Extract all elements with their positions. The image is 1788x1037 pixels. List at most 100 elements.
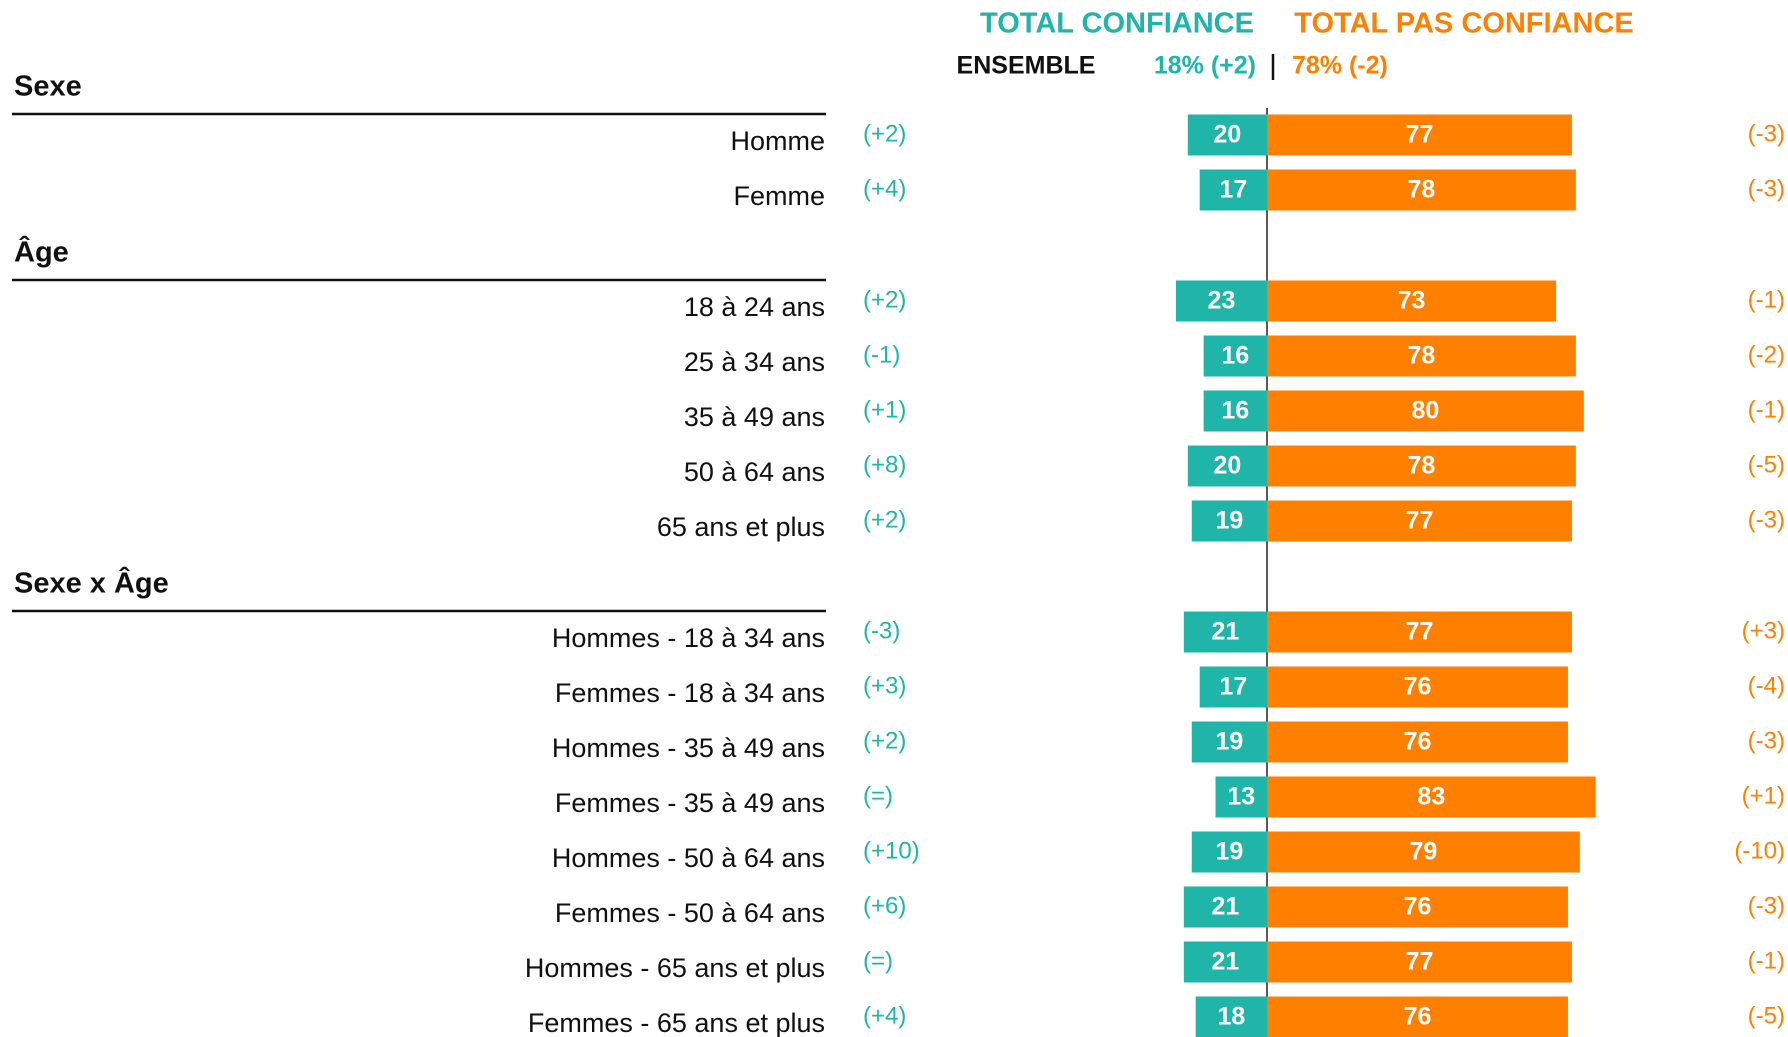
change-pas-confiance: (+3)	[1742, 617, 1785, 644]
change-pas-confiance: (-10)	[1734, 837, 1785, 864]
change-confiance: (+4)	[863, 1002, 906, 1029]
legend-confiance: TOTAL CONFIANCE	[980, 8, 1254, 40]
change-pas-confiance: (-3)	[1748, 727, 1785, 754]
change-confiance: (+10)	[863, 837, 920, 864]
value-label: 23	[1208, 287, 1236, 315]
value-label: 78	[1408, 176, 1436, 204]
change-confiance: (+3)	[863, 672, 906, 699]
bar-pas-confiance	[1267, 390, 1584, 432]
change-pas-confiance: (-4)	[1748, 672, 1785, 699]
bar-confiance	[1195, 996, 1267, 1037]
change-confiance: (+8)	[863, 451, 906, 478]
bar-confiance	[1191, 500, 1267, 542]
bar-pas-confiance	[1267, 169, 1576, 211]
bar-confiance	[1199, 666, 1267, 708]
change-confiance: (=)	[863, 947, 893, 974]
value-label: 21	[1212, 618, 1240, 646]
bar-confiance	[1203, 390, 1267, 432]
category-label: Hommes - 35 à 49 ans	[552, 733, 825, 763]
value-label: 76	[1404, 1003, 1432, 1031]
bar-confiance	[1199, 169, 1267, 211]
category-label: 18 à 24 ans	[684, 292, 825, 322]
bar-pas-confiance	[1267, 500, 1572, 542]
overall-pas-confiance: 78% (-2)	[1292, 52, 1388, 80]
bar-confiance	[1187, 114, 1267, 156]
bar-confiance	[1183, 886, 1267, 928]
bar-confiance	[1175, 280, 1267, 322]
category-label: Hommes - 18 à 34 ans	[552, 623, 825, 653]
bar-pas-confiance	[1267, 280, 1557, 322]
change-pas-confiance: (-1)	[1748, 396, 1785, 423]
change-pas-confiance: (-3)	[1748, 892, 1785, 919]
bar-pas-confiance	[1267, 996, 1568, 1037]
change-pas-confiance: (-5)	[1748, 1002, 1785, 1029]
bar-pas-confiance	[1267, 831, 1580, 873]
bar-pas-confiance	[1267, 114, 1572, 156]
bar-pas-confiance	[1267, 886, 1568, 928]
value-label: 83	[1417, 783, 1445, 811]
bar-confiance	[1191, 831, 1267, 873]
change-pas-confiance: (-3)	[1748, 506, 1785, 533]
change-pas-confiance: (-3)	[1748, 175, 1785, 202]
bar-pas-confiance	[1267, 445, 1576, 487]
category-label: Femmes - 65 ans et plus	[528, 1008, 825, 1037]
change-pas-confiance: (-5)	[1748, 451, 1785, 478]
change-confiance: (+1)	[863, 396, 906, 423]
change-pas-confiance: (-1)	[1748, 286, 1785, 313]
change-pas-confiance: (+1)	[1742, 782, 1785, 809]
overall-label: ENSEMBLE	[957, 52, 1096, 80]
category-label: Femmes - 35 à 49 ans	[555, 788, 825, 818]
change-confiance: (+2)	[863, 286, 906, 313]
change-confiance: (+2)	[863, 120, 906, 147]
bar-confiance	[1183, 611, 1267, 653]
group-title: Sexe	[14, 71, 82, 103]
value-label: 76	[1404, 673, 1432, 701]
value-label: 77	[1406, 507, 1434, 535]
category-label: Femmes - 50 à 64 ans	[555, 898, 825, 928]
value-label: 17	[1219, 176, 1247, 204]
value-label: 76	[1404, 893, 1432, 921]
bar-confiance	[1183, 941, 1267, 983]
value-label: 20	[1213, 452, 1241, 480]
value-label: 77	[1406, 121, 1434, 149]
value-label: 80	[1411, 397, 1439, 425]
category-label: Femme	[733, 181, 825, 211]
change-confiance: (+2)	[863, 506, 906, 533]
value-label: 73	[1398, 287, 1426, 315]
value-label: 16	[1221, 397, 1249, 425]
value-label: 19	[1215, 728, 1243, 756]
bar-pas-confiance	[1267, 776, 1596, 818]
value-label: 76	[1404, 728, 1432, 756]
value-label: 21	[1212, 948, 1240, 976]
change-confiance: (+4)	[863, 175, 906, 202]
change-pas-confiance: (-2)	[1748, 341, 1785, 368]
value-label: 20	[1213, 121, 1241, 149]
change-pas-confiance: (-3)	[1748, 120, 1785, 147]
group-title: Âge	[14, 235, 69, 269]
value-label: 77	[1406, 618, 1434, 646]
value-label: 21	[1212, 893, 1240, 921]
bar-pas-confiance	[1267, 611, 1572, 653]
bar-confiance	[1191, 721, 1267, 763]
group-title: Sexe x Âge	[14, 566, 169, 600]
bar-pas-confiance	[1267, 335, 1576, 377]
category-label: 35 à 49 ans	[684, 402, 825, 432]
value-label: 13	[1227, 783, 1255, 811]
change-pas-confiance: (-1)	[1748, 947, 1785, 974]
category-label: Femmes - 18 à 34 ans	[555, 678, 825, 708]
category-label: Homme	[730, 126, 825, 156]
bar-pas-confiance	[1267, 941, 1572, 983]
category-label: 25 à 34 ans	[684, 347, 825, 377]
bar-confiance	[1203, 335, 1267, 377]
change-confiance: (-1)	[863, 341, 900, 368]
value-label: 19	[1215, 838, 1243, 866]
value-label: 77	[1406, 948, 1434, 976]
bar-confiance	[1215, 776, 1267, 818]
legend-pas-confiance: TOTAL PAS CONFIANCE	[1294, 8, 1633, 40]
change-confiance: (+6)	[863, 892, 906, 919]
value-label: 16	[1221, 342, 1249, 370]
overall-confiance: 18% (+2)	[1154, 52, 1256, 80]
bar-pas-confiance	[1267, 666, 1568, 708]
